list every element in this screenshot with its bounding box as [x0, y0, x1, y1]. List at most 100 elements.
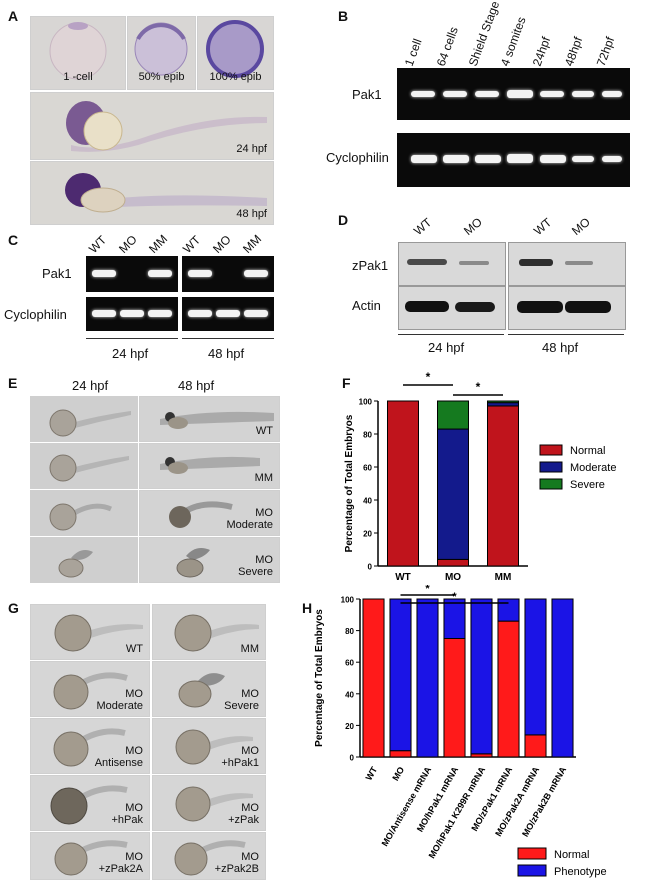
embryo-image — [50, 785, 128, 825]
y-tick-label: 40 — [363, 497, 372, 506]
legend-label-moderate: Moderate — [570, 462, 616, 474]
significance-star: * — [426, 370, 431, 384]
gel-band — [188, 270, 212, 277]
c-bracket-48 — [182, 338, 274, 339]
panel-label-f: F — [342, 375, 351, 391]
gel-band — [120, 310, 144, 317]
gel-band — [188, 310, 212, 317]
d-time-24: 24 hpf — [428, 340, 465, 355]
y-tick-label: 80 — [363, 431, 372, 440]
gel-band — [475, 91, 499, 97]
gel-band — [540, 91, 564, 97]
legend-label-severe: Severe — [570, 479, 605, 491]
embryo-image — [134, 22, 188, 76]
y-tick-label: 40 — [345, 690, 354, 699]
g-label-moderate: MO Moderate — [96, 688, 143, 712]
legend-swatch-moderate — [539, 461, 563, 473]
gel-band — [411, 155, 437, 163]
blot-band — [565, 261, 593, 265]
e-label-severe: MO Severe — [238, 554, 273, 578]
panel-label-c: C — [8, 232, 19, 248]
c-lane-wt-24: WT — [86, 232, 110, 256]
panel-label-g: G — [8, 600, 19, 616]
gel-band — [92, 270, 116, 277]
embryo-image — [174, 614, 259, 652]
d-row-actin: Actin — [352, 298, 381, 313]
c-gel-pak1-48 — [182, 256, 274, 292]
e-col-48hpf: 48 hpf — [178, 378, 215, 393]
y-tick-label: 20 — [345, 722, 354, 731]
panel-label-d: D — [338, 212, 349, 228]
embryo-image — [206, 20, 264, 78]
a-tile-100epib: 100% epib — [197, 16, 274, 90]
chart-h: 0 20 40 60 80 100 Percentage of Total Embryos W… — [314, 585, 607, 878]
d-bracket-24 — [398, 334, 504, 335]
legend-label-normal: Normal — [554, 849, 589, 861]
b-row-pak1: Pak1 — [352, 87, 382, 102]
embryo-image — [160, 456, 260, 474]
e-col-24hpf: 24 hpf — [72, 378, 109, 393]
a-tile-48hpf: 48 hpf — [30, 161, 274, 225]
b-gel-pak1 — [397, 68, 630, 120]
b-lane-4: 4 somites — [497, 14, 529, 69]
x-tick-label: MO/Antisense mRNA — [380, 765, 434, 848]
b-lane-3: Shield Stage — [465, 0, 503, 68]
a-label-100epib: 100% epib — [209, 71, 262, 83]
legend-swatch-severe — [539, 478, 563, 490]
embryo-image — [49, 22, 107, 80]
d-blot-zpak1-48 — [508, 242, 626, 286]
e-tile-mm-48: MM — [139, 443, 280, 489]
embryo-image — [53, 672, 128, 710]
embryo-image — [178, 673, 225, 708]
b-row-cyclophilin: Cyclophilin — [326, 150, 389, 165]
e-label-wt: WT — [255, 425, 273, 437]
significance-star: * — [425, 585, 430, 595]
y-axis-label: Percentage of Total Embryos — [314, 609, 325, 747]
y-tick-label: 80 — [345, 627, 354, 636]
bar-phenotype — [551, 598, 574, 758]
gel-band — [244, 310, 268, 317]
c-gel-pak1-24 — [86, 256, 178, 292]
embryo-image — [54, 614, 143, 652]
embryo-image — [169, 501, 233, 528]
embryo-image — [54, 840, 128, 876]
c-row-cyclophilin: Cyclophilin — [4, 307, 67, 322]
c-row-pak1: Pak1 — [42, 266, 72, 281]
gel-band — [602, 91, 622, 97]
bar-normal — [487, 405, 519, 567]
b-lane-7: 72hpf — [593, 34, 618, 68]
g-tile-zpak2a: MO +zPak2A — [30, 832, 150, 880]
significance-star: * — [476, 380, 481, 394]
g-tile-moderate: MO Moderate — [30, 661, 150, 717]
bar-phenotype — [443, 598, 466, 639]
c-bracket-24 — [86, 338, 178, 339]
a-tile-24hpf: 24 hpf — [30, 92, 274, 160]
bar-severe — [437, 400, 469, 430]
c-lane-wt-48: WT — [180, 232, 204, 256]
d-time-48: 48 hpf — [542, 340, 579, 355]
a-label-48hpf: 48 hpf — [236, 208, 267, 220]
blot-band — [455, 302, 495, 312]
bar-normal — [387, 400, 419, 567]
d-lane-wt-24: WT — [411, 215, 435, 238]
panel-label-b: B — [338, 8, 349, 24]
g-label-zpak: MO +zPak — [228, 802, 259, 826]
c-lane-mo-24: MO — [116, 232, 140, 256]
g-tile-severe: MO Severe — [152, 661, 266, 717]
g-tile-hpak1: MO +hPak1 — [152, 718, 266, 774]
d-blot-actin-24 — [398, 286, 506, 330]
bar-normal — [437, 558, 469, 567]
blot-band — [407, 259, 447, 265]
gel-band — [507, 90, 533, 98]
bar-normal — [389, 750, 412, 758]
c-lane-mm-24: MM — [146, 231, 171, 256]
x-tick-label: MO — [445, 572, 461, 583]
bar-phenotype — [524, 598, 547, 736]
d-bracket-48 — [508, 334, 624, 335]
y-tick-label: 100 — [341, 596, 355, 605]
e-tile-sev-48: MO Severe — [139, 537, 280, 583]
embryo-image — [175, 729, 253, 765]
e-tile-sev-24 — [30, 537, 138, 583]
gel-band — [572, 91, 594, 97]
b-gel-cyclophilin — [397, 133, 630, 187]
